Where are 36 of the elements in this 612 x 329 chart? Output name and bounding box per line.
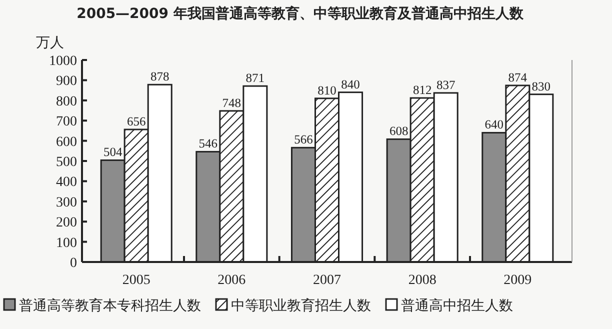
x-tick-label: 2005 (122, 273, 150, 288)
x-tick-label: 2007 (313, 273, 341, 288)
data-label: 504 (103, 145, 123, 160)
legend-label: 普通高等教育本专科招生人数 (19, 297, 201, 314)
data-label: 546 (198, 136, 218, 151)
x-tick-label: 2006 (218, 273, 246, 288)
y-axis-title: 万人 (36, 35, 64, 51)
data-label: 812 (412, 82, 432, 97)
data-label: 748 (222, 96, 242, 110)
x-tick-label: 2008 (408, 273, 436, 288)
chart-title: 2005—2009 年我国普通高等教育、中等职业教育及普通高中招生人数 (76, 5, 524, 22)
data-label: 840 (341, 77, 360, 92)
y-tick-label: 100 (56, 236, 77, 251)
y-tick-label: 700 (56, 114, 77, 130)
legend-label: 普通高中招生人数 (401, 297, 513, 314)
data-label: 566 (294, 132, 313, 147)
data-label: 871 (246, 71, 265, 86)
y-tick-label: 300 (56, 195, 77, 210)
y-tick-label: 1000 (49, 54, 77, 69)
y-tick-label: 0 (70, 256, 77, 271)
data-label: 656 (126, 114, 146, 128)
data-label: 830 (532, 79, 551, 94)
y-tick-label: 600 (56, 134, 77, 150)
data-label: 640 (484, 118, 504, 132)
legend-label: 中等职业教育招生人数 (231, 297, 371, 314)
data-label: 874 (508, 70, 528, 84)
x-tick-label: 2009 (504, 273, 532, 288)
y-tick-label: 900 (56, 74, 77, 90)
data-label: 837 (436, 78, 456, 92)
data-label: 608 (389, 124, 408, 138)
data-label: 810 (318, 83, 336, 98)
y-tick-label: 400 (56, 175, 77, 190)
data-label: 878 (150, 70, 170, 84)
y-tick-label: 200 (56, 216, 77, 231)
y-tick-label: 800 (56, 94, 77, 110)
y-tick-label: 500 (56, 155, 77, 170)
